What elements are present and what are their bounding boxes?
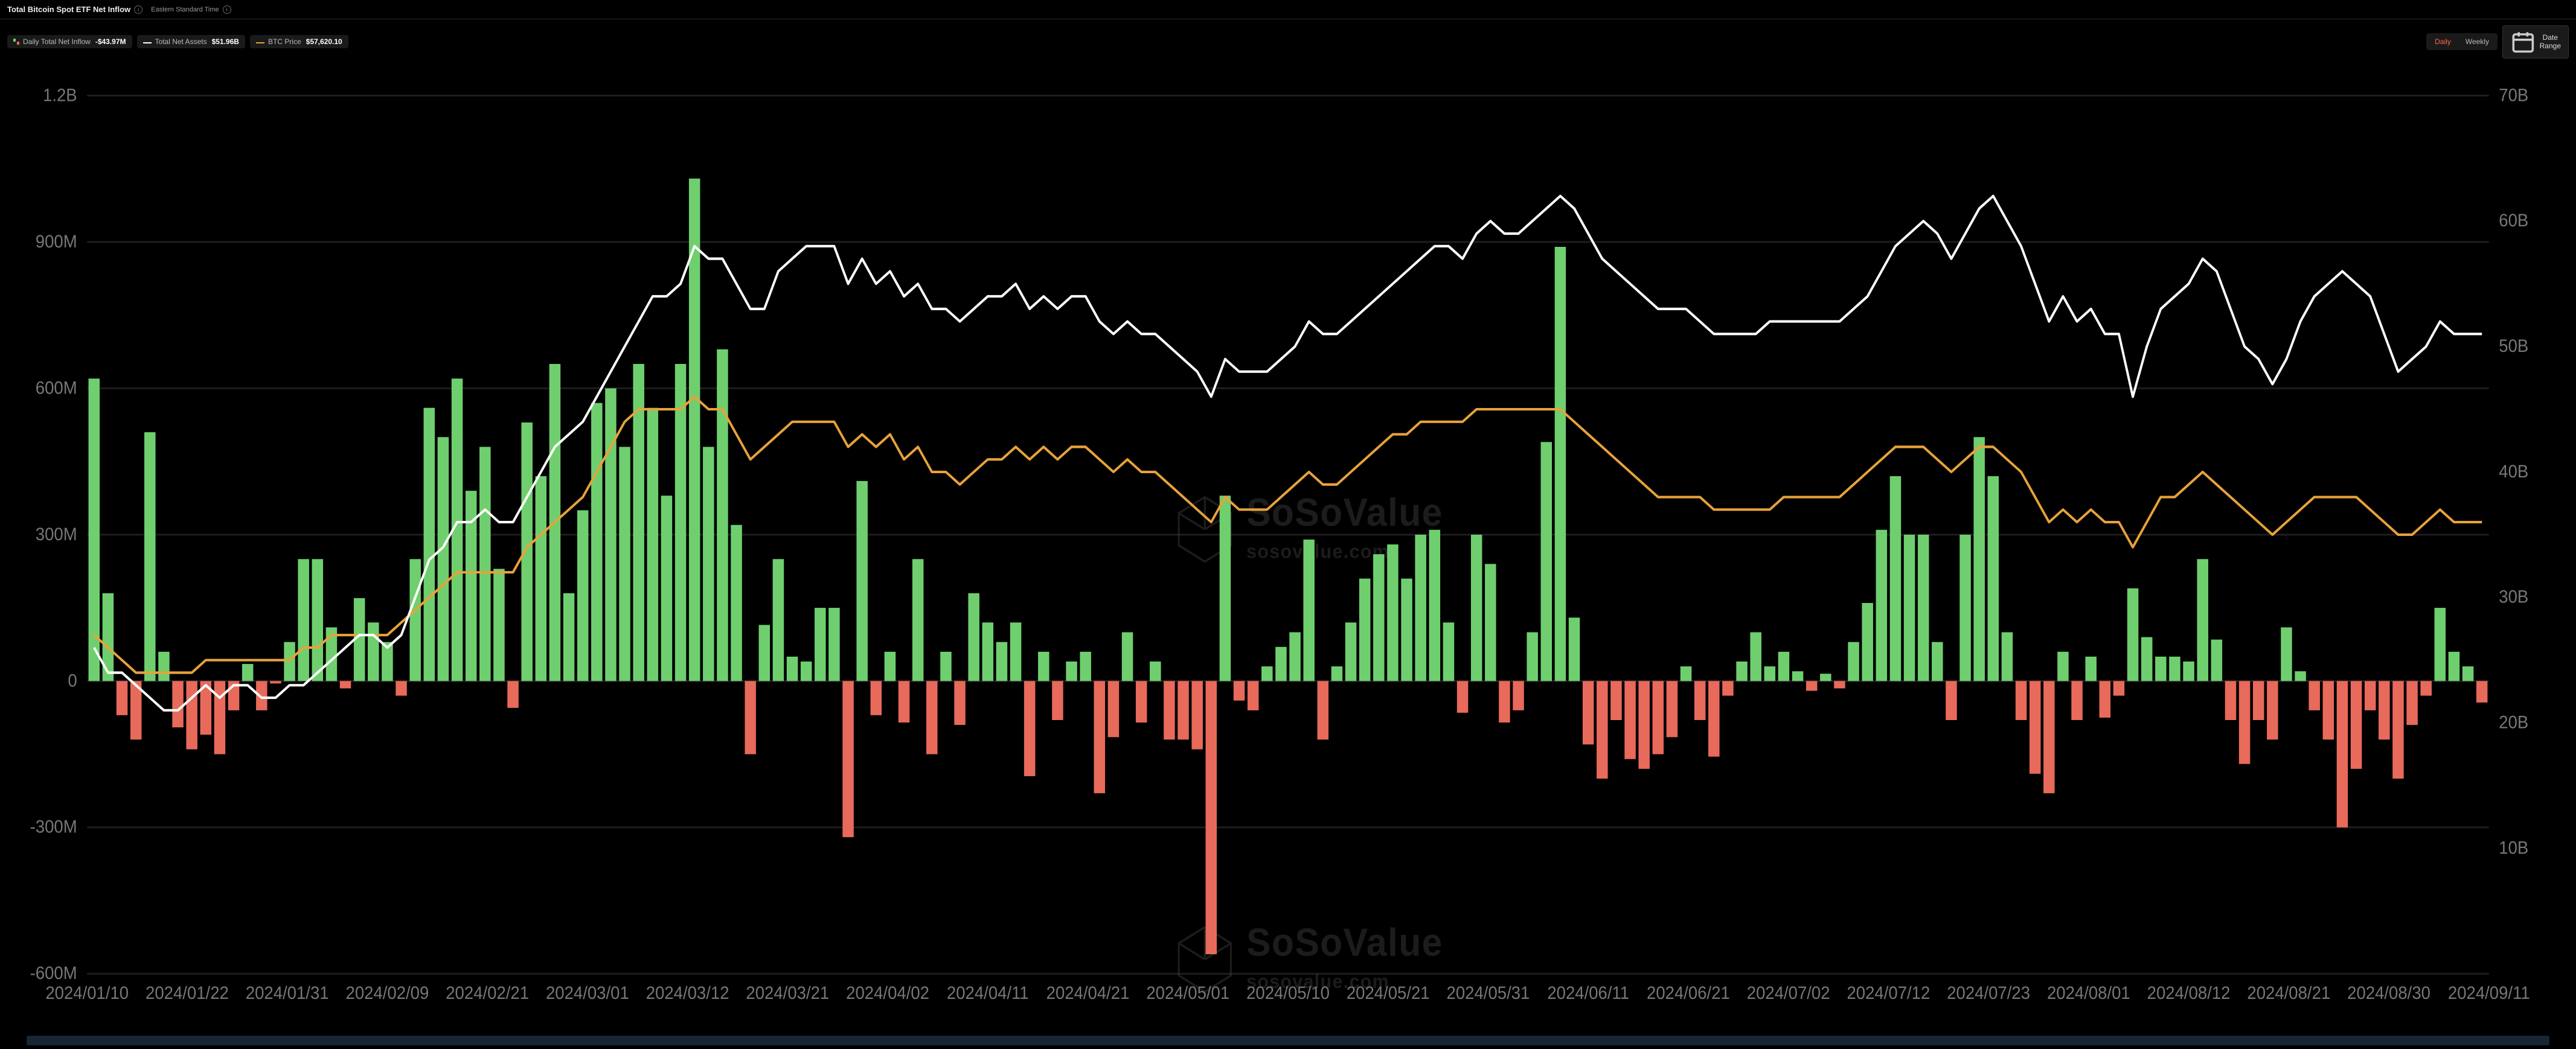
svg-text:50B: 50B bbox=[2499, 336, 2528, 356]
page-title: Total Bitcoin Spot ETF Net Inflow bbox=[7, 5, 130, 14]
svg-text:sosovalue.com: sosovalue.com bbox=[1246, 540, 1389, 562]
svg-text:900M: 900M bbox=[36, 232, 77, 252]
svg-text:2024/07/12: 2024/07/12 bbox=[1847, 983, 1930, 1003]
legend-value: -$43.97M bbox=[95, 37, 126, 46]
right-controls: DailyWeekly Date Range bbox=[2426, 25, 2569, 59]
svg-text:600M: 600M bbox=[36, 378, 77, 398]
svg-text:2024/08/12: 2024/08/12 bbox=[2147, 983, 2231, 1003]
legend-value: $57,620.10 bbox=[306, 37, 342, 46]
svg-text:40B: 40B bbox=[2499, 462, 2528, 482]
svg-text:2024/08/01: 2024/08/01 bbox=[2047, 983, 2130, 1003]
legend-assets[interactable]: Total Net Assets $51.96B bbox=[137, 35, 245, 48]
period-weekly[interactable]: Weekly bbox=[2458, 34, 2496, 49]
svg-text:2024/05/01: 2024/05/01 bbox=[1146, 983, 1229, 1003]
svg-text:2024/04/02: 2024/04/02 bbox=[846, 983, 929, 1003]
svg-text:2024/02/21: 2024/02/21 bbox=[446, 983, 529, 1003]
svg-text:20B: 20B bbox=[2499, 712, 2528, 732]
app-root: Total Bitcoin Spot ETF Net Inflow i East… bbox=[0, 0, 2576, 1049]
svg-text:1.2B: 1.2B bbox=[43, 85, 77, 105]
svg-text:2024/06/11: 2024/06/11 bbox=[1547, 983, 1629, 1003]
svg-text:2024/08/30: 2024/08/30 bbox=[2347, 983, 2430, 1003]
legend-label: Total Net Assets bbox=[155, 37, 207, 46]
svg-text:2024/01/31: 2024/01/31 bbox=[246, 983, 329, 1003]
svg-text:2024/08/21: 2024/08/21 bbox=[2247, 983, 2330, 1003]
svg-text:2024/02/09: 2024/02/09 bbox=[346, 983, 429, 1003]
svg-text:30B: 30B bbox=[2499, 587, 2528, 607]
legend-group: Daily Total Net Inflow -$43.97M Total Ne… bbox=[7, 35, 348, 48]
svg-text:2024/05/31: 2024/05/31 bbox=[1447, 983, 1530, 1003]
svg-text:-300M: -300M bbox=[30, 817, 77, 837]
svg-text:0: 0 bbox=[68, 671, 77, 690]
svg-text:2024/04/21: 2024/04/21 bbox=[1046, 983, 1130, 1003]
info-icon[interactable]: i bbox=[223, 5, 231, 14]
bars-swatch-icon bbox=[13, 39, 19, 45]
line-swatch-icon bbox=[256, 42, 264, 43]
chart-area[interactable]: -600M -300M 0 300M 600M 900M 1.2B 10B 20B 30B 40B 5… bbox=[0, 60, 2576, 1035]
period-daily[interactable]: Daily bbox=[2427, 34, 2458, 49]
legend-label: Daily Total Net Inflow bbox=[23, 37, 91, 46]
period-segmented: DailyWeekly bbox=[2426, 33, 2498, 50]
svg-text:10B: 10B bbox=[2499, 838, 2528, 858]
svg-text:2024/09/11: 2024/09/11 bbox=[2448, 983, 2530, 1003]
svg-text:2024/03/21: 2024/03/21 bbox=[746, 983, 829, 1003]
date-range-button[interactable]: Date Range bbox=[2502, 25, 2569, 59]
header-bar: Total Bitcoin Spot ETF Net Inflow i East… bbox=[0, 0, 2576, 19]
scrubber-range[interactable] bbox=[27, 1036, 2549, 1045]
svg-text:300M: 300M bbox=[36, 524, 77, 544]
svg-text:2024/05/21: 2024/05/21 bbox=[1347, 983, 1430, 1003]
svg-text:2024/01/10: 2024/01/10 bbox=[45, 983, 129, 1003]
time-scrubber[interactable] bbox=[27, 1036, 2549, 1045]
svg-text:2024/03/12: 2024/03/12 bbox=[646, 983, 729, 1003]
svg-text:-600M: -600M bbox=[30, 963, 77, 983]
svg-text:SoSoValue: SoSoValue bbox=[1246, 920, 1443, 965]
svg-text:2024/03/01: 2024/03/01 bbox=[546, 983, 629, 1003]
timezone-label: Eastern Standard Time bbox=[151, 6, 219, 13]
svg-text:2024/06/21: 2024/06/21 bbox=[1647, 983, 1730, 1003]
controls-row: Daily Total Net Inflow -$43.97M Total Ne… bbox=[0, 19, 2576, 60]
date-range-label: Date Range bbox=[2540, 33, 2561, 50]
svg-text:70B: 70B bbox=[2499, 85, 2528, 105]
legend-label: BTC Price bbox=[268, 37, 301, 46]
line-swatch-icon bbox=[143, 42, 152, 43]
calendar-icon bbox=[2510, 29, 2536, 55]
legend-value: $51.96B bbox=[212, 37, 239, 46]
svg-text:2024/07/02: 2024/07/02 bbox=[1747, 983, 1830, 1003]
svg-text:2024/07/23: 2024/07/23 bbox=[1947, 983, 2030, 1003]
svg-text:SoSoValue: SoSoValue bbox=[1246, 491, 1443, 535]
svg-text:2024/05/10: 2024/05/10 bbox=[1246, 983, 1330, 1003]
svg-text:60B: 60B bbox=[2499, 211, 2528, 231]
svg-text:2024/04/11: 2024/04/11 bbox=[947, 983, 1029, 1003]
svg-text:2024/01/22: 2024/01/22 bbox=[146, 983, 229, 1003]
info-icon[interactable]: i bbox=[134, 5, 143, 14]
legend-price[interactable]: BTC Price $57,620.10 bbox=[250, 35, 348, 48]
legend-inflow[interactable]: Daily Total Net Inflow -$43.97M bbox=[7, 35, 132, 48]
chart-svg: -600M -300M 0 300M 600M 900M 1.2B 10B 20B 30B 40B 5… bbox=[7, 63, 2569, 1031]
